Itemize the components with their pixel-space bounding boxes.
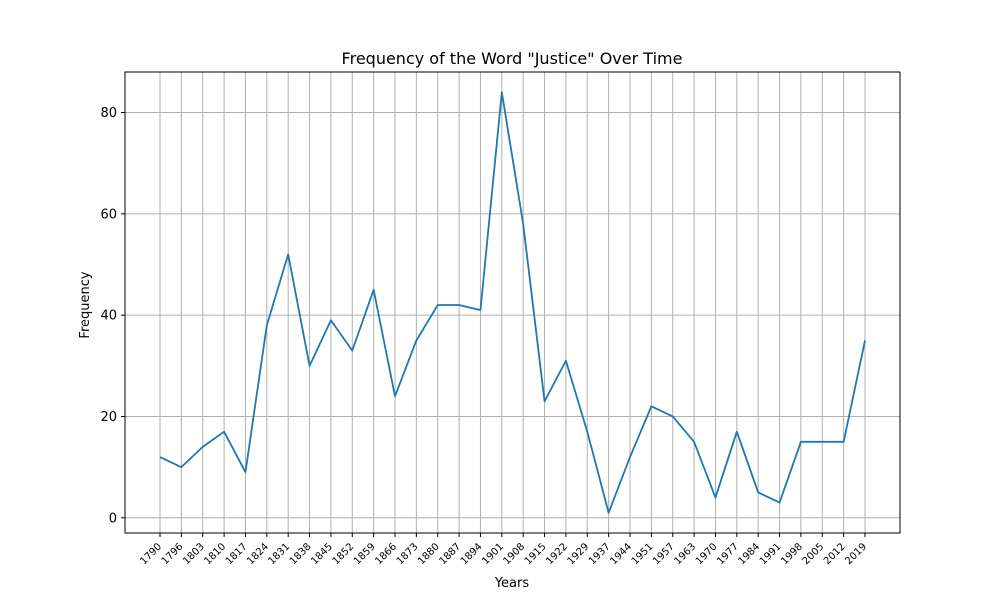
x-tick-label: 1970: [694, 541, 720, 567]
x-tick-label: 1915: [523, 541, 549, 567]
x-tick-label: 1977: [715, 541, 741, 567]
x-tick-label: 1838: [288, 541, 314, 567]
x-tick-label: 1880: [416, 541, 442, 567]
x-tick-label: 1852: [331, 541, 357, 567]
x-tick-label: 1810: [202, 541, 228, 567]
chart-title: Frequency of the Word "Justice" Over Tim…: [342, 49, 683, 68]
x-tick-label: 2012: [822, 541, 848, 567]
x-tick-label: 1922: [544, 541, 570, 567]
x-tick-label: 1991: [758, 541, 784, 567]
x-tick-label: 1894: [459, 541, 485, 567]
x-tick-label: 1929: [566, 541, 592, 567]
x-tick-label: 1944: [608, 541, 634, 567]
x-tick-label: 1937: [587, 541, 613, 567]
x-axis-label: Years: [494, 576, 530, 591]
y-axis-ticks: 0 20 40 60 80: [100, 106, 125, 526]
x-tick-label: 2005: [801, 541, 827, 567]
y-tick-label: 20: [100, 410, 117, 425]
x-tick-label: 1824: [245, 541, 271, 567]
x-tick-label: 1859: [352, 541, 378, 567]
x-tick-label: 1803: [181, 541, 207, 567]
x-tick-label: 1845: [309, 541, 335, 567]
y-axis-label: Frequency: [78, 271, 93, 338]
series-line: [160, 92, 865, 512]
series-layer: [160, 92, 865, 512]
y-tick-label: 60: [100, 207, 117, 222]
x-tick-label: 1796: [160, 541, 186, 567]
x-tick-label: 1873: [395, 541, 421, 567]
x-tick-label: 1887: [437, 541, 463, 567]
x-tick-label: 1998: [779, 541, 805, 567]
y-tick-label: 40: [100, 309, 117, 324]
x-tick-label: 1908: [502, 541, 528, 567]
x-axis-ticks: 1790179618031810181718241831183818451852…: [138, 533, 869, 567]
x-tick-label: 1963: [672, 541, 698, 567]
x-tick-label: 1901: [480, 541, 506, 567]
x-tick-label: 1984: [737, 541, 763, 567]
x-tick-label: 1957: [651, 541, 677, 567]
x-tick-label: 1866: [373, 541, 399, 567]
x-tick-label: 2019: [843, 541, 869, 567]
x-tick-label: 1951: [630, 541, 656, 567]
x-tick-label: 1817: [224, 541, 250, 567]
y-tick-label: 80: [100, 106, 117, 121]
y-tick-label: 0: [109, 511, 117, 526]
x-tick-label: 1831: [267, 541, 293, 567]
x-tick-label: 1790: [138, 541, 164, 567]
